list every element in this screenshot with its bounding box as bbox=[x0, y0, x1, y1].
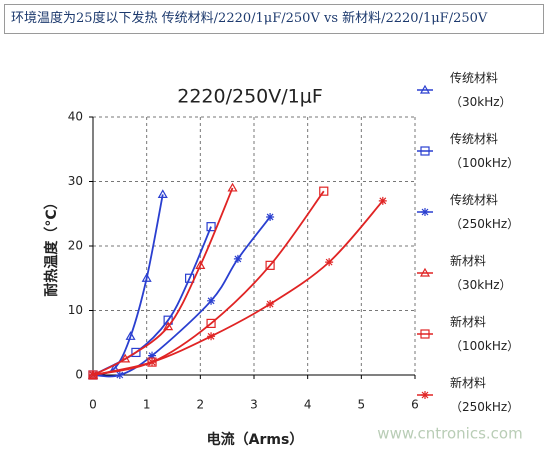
legend-marker bbox=[419, 267, 431, 277]
marker bbox=[148, 351, 157, 360]
marker bbox=[125, 331, 136, 340]
x-tick-label: 3 bbox=[250, 398, 258, 412]
x-tick-label: 4 bbox=[304, 398, 312, 412]
legend-label: 新材料 （100kHz） bbox=[450, 315, 520, 353]
legend-marker bbox=[420, 146, 430, 156]
x-tick-label: 0 bbox=[89, 398, 97, 412]
marker bbox=[227, 182, 238, 192]
header-title: 环境温度为25度以下发热 传统材料/2220/1μF/250V vs 新材料/2… bbox=[4, 4, 544, 34]
marker bbox=[115, 371, 124, 379]
marker bbox=[325, 258, 334, 267]
marker bbox=[157, 189, 168, 198]
marker bbox=[206, 318, 216, 328]
series-line bbox=[92, 187, 234, 376]
legend-label: 传统材料 （250kHz） bbox=[450, 193, 520, 231]
legend-label: 新材料 （30kHz） bbox=[450, 254, 512, 292]
marker bbox=[148, 358, 157, 367]
marker bbox=[120, 353, 131, 363]
x-tick-label: 1 bbox=[143, 398, 151, 412]
y-tick-label: 10 bbox=[68, 303, 83, 317]
x-tick-label: 5 bbox=[358, 398, 366, 412]
marker bbox=[233, 254, 242, 263]
marker bbox=[141, 273, 152, 282]
legend-label: 传统材料 （30kHz） bbox=[450, 71, 512, 109]
marker bbox=[163, 321, 174, 331]
series-line bbox=[92, 194, 164, 376]
y-tick-label: 40 bbox=[68, 110, 83, 124]
x-tick-label: 6 bbox=[411, 398, 419, 412]
legend-marker bbox=[419, 84, 431, 94]
marker bbox=[266, 212, 275, 221]
marker bbox=[319, 186, 329, 196]
y-tick-label: 0 bbox=[75, 368, 83, 382]
marker bbox=[207, 332, 216, 341]
y-tick-label: 20 bbox=[68, 239, 83, 253]
marker bbox=[206, 222, 216, 232]
marker bbox=[266, 300, 275, 309]
marker bbox=[378, 196, 387, 205]
marker bbox=[265, 260, 275, 270]
y-axis-label: 耐热温度（°C） bbox=[43, 195, 60, 296]
legend-marker bbox=[421, 208, 429, 216]
x-tick-label: 2 bbox=[197, 398, 205, 412]
marker bbox=[195, 260, 206, 269]
marker bbox=[131, 347, 141, 358]
chart-title: 2220/250V/1μF bbox=[177, 86, 323, 108]
x-axis-label: 电流（Arms） bbox=[207, 431, 304, 448]
legend-marker bbox=[420, 329, 430, 339]
legend-label: 新材料 （250kHz） bbox=[450, 376, 520, 414]
marker bbox=[207, 296, 216, 305]
series-line bbox=[92, 190, 325, 376]
legend-marker bbox=[421, 391, 429, 399]
legend-label: 传统材料 （100kHz） bbox=[450, 132, 520, 170]
y-tick-label: 30 bbox=[68, 174, 83, 188]
marker bbox=[89, 371, 97, 379]
watermark: www.cntronics.com bbox=[377, 425, 522, 443]
